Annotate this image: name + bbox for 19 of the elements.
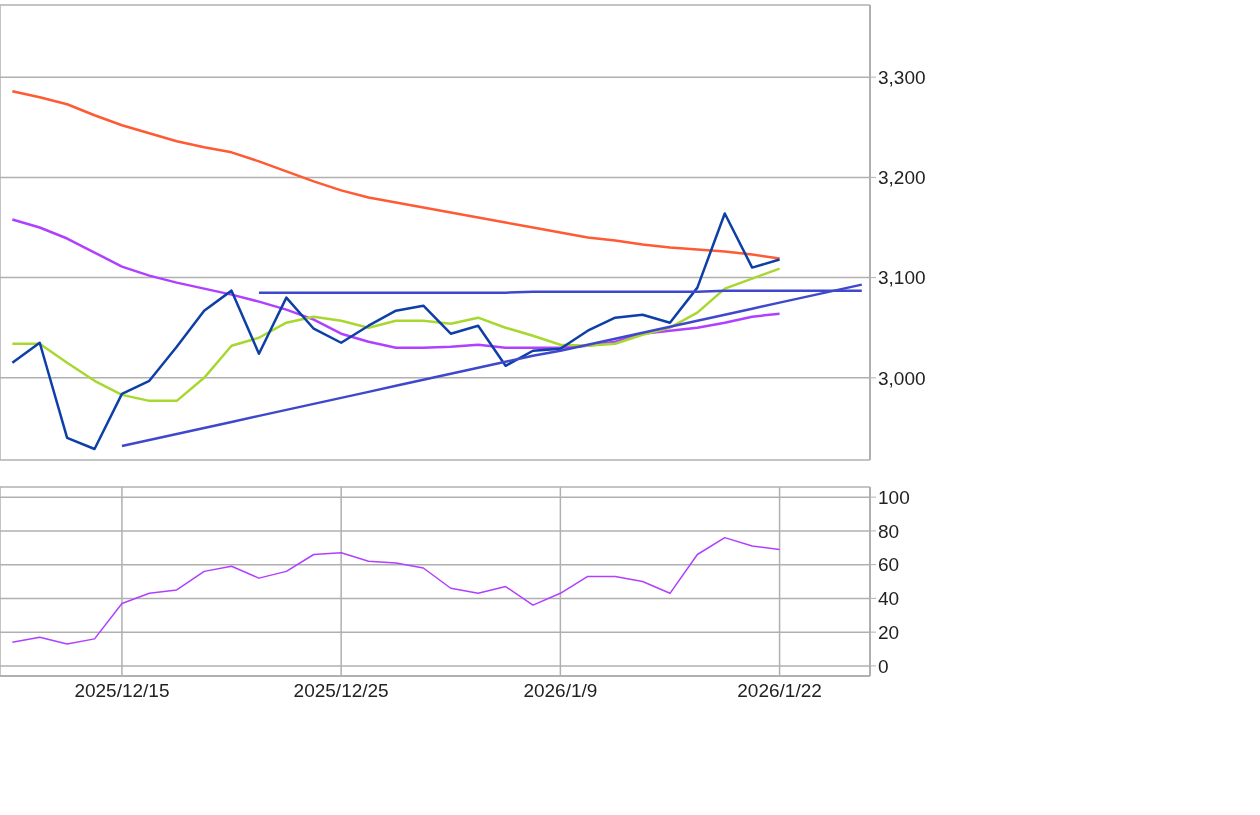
line-series — [120, 283, 864, 448]
y-tick-label: 3,200 — [878, 167, 926, 189]
y-tick-label: 0 — [878, 655, 889, 677]
y-tick-label: 3,000 — [878, 367, 926, 389]
y-tick-label: 80 — [878, 520, 900, 542]
y-tick-label: 100 — [878, 486, 910, 508]
y-tick-label: 3,300 — [878, 66, 926, 88]
x-tick-label: 2025/12/15 — [74, 680, 170, 702]
y-tick-label: 60 — [878, 554, 900, 576]
x-tick-label: 2026/1/22 — [737, 680, 822, 702]
y-tick-label: 3,100 — [878, 267, 926, 289]
x-tick-label: 2025/12/25 — [293, 680, 389, 702]
y-tick-label: 40 — [878, 588, 900, 610]
line-series — [11, 536, 781, 645]
line-series — [11, 89, 781, 260]
line-series — [11, 267, 781, 403]
y-tick-label: 20 — [878, 621, 900, 643]
x-tick-label: 2026/1/9 — [523, 680, 598, 702]
line-series — [11, 212, 781, 451]
